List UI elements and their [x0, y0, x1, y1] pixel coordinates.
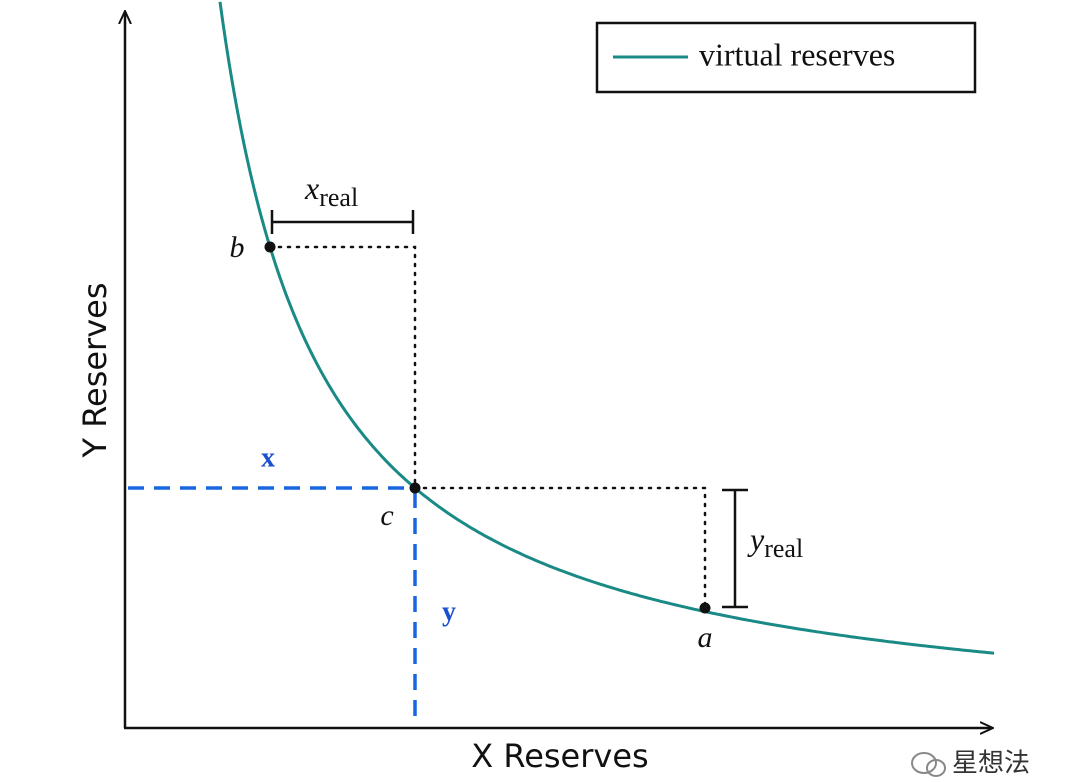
y-real-subscript: real — [764, 534, 803, 563]
label-a: a — [698, 621, 713, 654]
point-b — [264, 241, 276, 253]
label-x-real: xreal — [304, 170, 358, 212]
x-real-symbol: x — [304, 170, 319, 206]
label-y-real: yreal — [747, 521, 803, 563]
watermark: 星想法 — [952, 749, 1030, 779]
x-real-bracket — [270, 210, 415, 234]
a-guide — [413, 486, 707, 610]
b-guide — [268, 245, 417, 490]
y-real-symbol: y — [747, 521, 765, 557]
x-axis-label: X Reserves — [471, 737, 648, 775]
label-x: x — [261, 442, 275, 473]
legend-label: virtual reserves — [699, 36, 895, 72]
label-y: y — [442, 596, 456, 627]
point-c — [409, 482, 421, 494]
y-real-bracket — [722, 488, 748, 609]
label-c: c — [380, 499, 393, 532]
label-b: b — [230, 231, 245, 264]
watermark-icon — [911, 752, 946, 777]
point-a — [699, 602, 711, 614]
x-real-subscript: real — [319, 183, 358, 212]
curve — [218, 1, 995, 655]
y-axis-label: Y Reserves — [76, 282, 114, 458]
